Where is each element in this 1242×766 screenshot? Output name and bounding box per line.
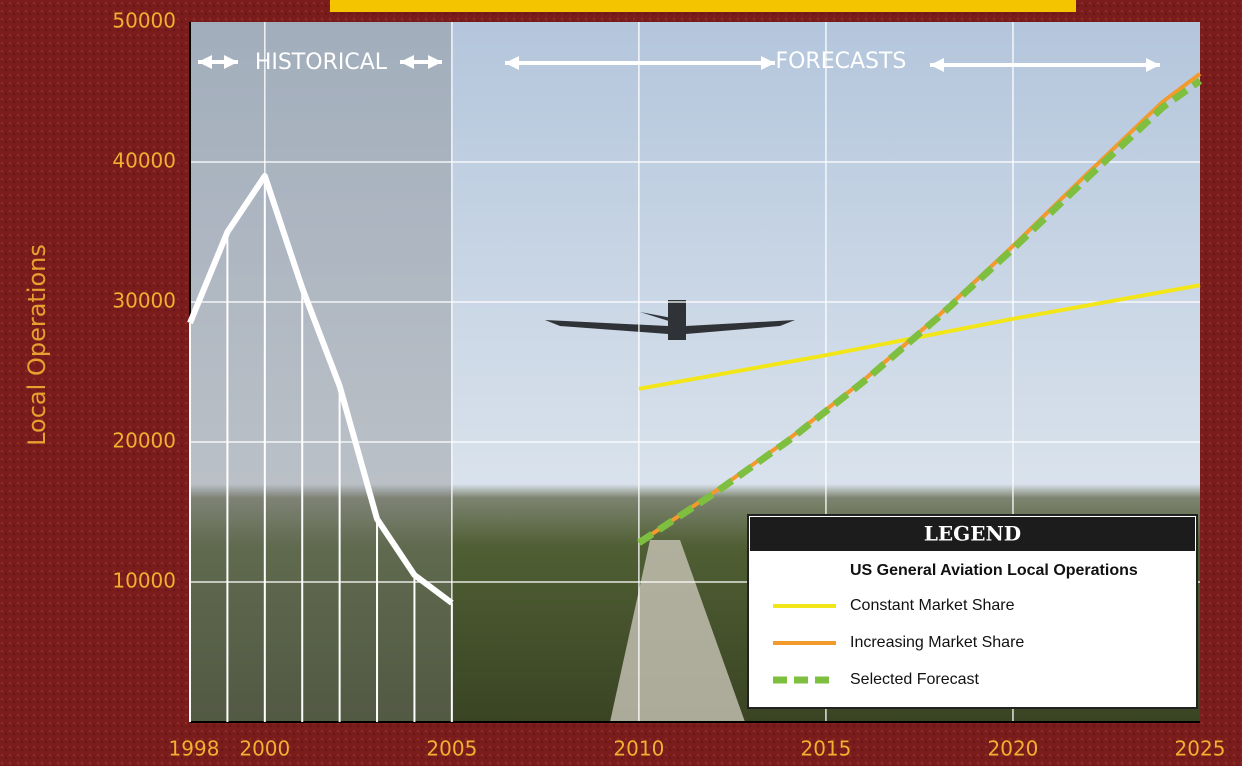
arrow-head	[505, 56, 519, 70]
legend-header	[750, 517, 1195, 551]
legend-title: LEGEND	[924, 522, 1021, 546]
x-tick-label: 2020	[988, 737, 1039, 761]
legend-subtitle: US General Aviation Local Operations	[850, 562, 1138, 579]
legend-label: Selected Forecast	[850, 671, 980, 688]
airplane	[545, 300, 795, 340]
y-tick-label: 10000	[112, 569, 176, 593]
x-tick-label: 2025	[1175, 737, 1226, 761]
historical-shade	[190, 22, 452, 722]
y-tick-label: 50000	[112, 9, 176, 33]
x-tick-label: 1998	[169, 737, 220, 761]
runway-road	[610, 540, 745, 722]
annotation: HISTORICAL	[255, 50, 388, 75]
arrow-head	[400, 55, 414, 69]
x-tick-label: 2015	[800, 737, 851, 761]
arrow-head	[1146, 58, 1160, 72]
series-line	[636, 77, 1203, 546]
legend-label: Constant Market Share	[850, 597, 1015, 614]
arrow-head	[224, 55, 238, 69]
series-line	[187, 173, 454, 606]
x-tick-label: 2005	[426, 737, 477, 761]
arrow-head	[198, 55, 212, 69]
x-tick-label: 2000	[239, 737, 290, 761]
arrow-head	[428, 55, 442, 69]
y-tick-label: 20000	[112, 429, 176, 453]
annotation: FORECASTS	[775, 49, 906, 74]
arrow-head	[930, 58, 944, 72]
y-tick-label: 40000	[112, 149, 176, 173]
y-tick-label: 30000	[112, 289, 176, 313]
x-tick-label: 2010	[613, 737, 664, 761]
y-axis-label: Local Operations	[23, 244, 51, 446]
title-bar	[330, 0, 1076, 12]
arrow-head	[761, 56, 775, 70]
legend-label: Increasing Market Share	[850, 634, 1024, 651]
